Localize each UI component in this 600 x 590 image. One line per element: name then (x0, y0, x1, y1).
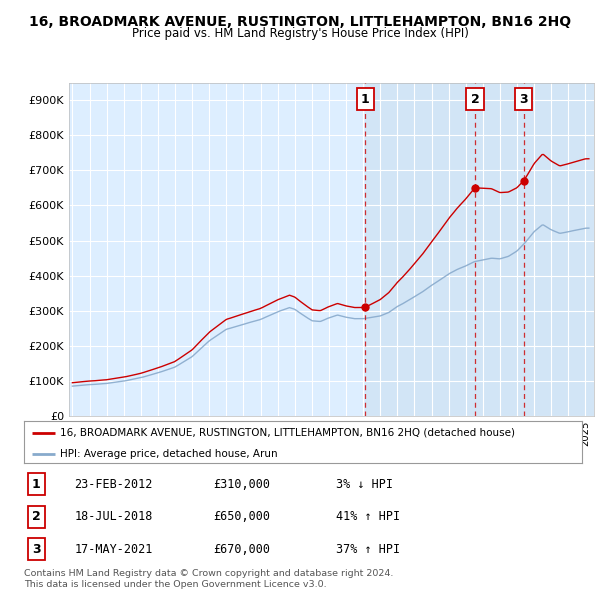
Text: 41% ↑ HPI: 41% ↑ HPI (337, 510, 401, 523)
Text: 16, BROADMARK AVENUE, RUSTINGTON, LITTLEHAMPTON, BN16 2HQ (detached house): 16, BROADMARK AVENUE, RUSTINGTON, LITTLE… (60, 428, 515, 438)
Text: 3: 3 (32, 543, 41, 556)
Text: 16, BROADMARK AVENUE, RUSTINGTON, LITTLEHAMPTON, BN16 2HQ: 16, BROADMARK AVENUE, RUSTINGTON, LITTLE… (29, 15, 571, 29)
Text: 23-FEB-2012: 23-FEB-2012 (74, 478, 152, 491)
Text: 2: 2 (470, 93, 479, 106)
Text: HPI: Average price, detached house, Arun: HPI: Average price, detached house, Arun (60, 449, 278, 459)
Text: £650,000: £650,000 (214, 510, 271, 523)
Text: 3: 3 (519, 93, 528, 106)
Text: Contains HM Land Registry data © Crown copyright and database right 2024.
This d: Contains HM Land Registry data © Crown c… (24, 569, 394, 589)
Text: 2: 2 (32, 510, 41, 523)
Text: 18-JUL-2018: 18-JUL-2018 (74, 510, 152, 523)
Text: £310,000: £310,000 (214, 478, 271, 491)
Text: Price paid vs. HM Land Registry's House Price Index (HPI): Price paid vs. HM Land Registry's House … (131, 27, 469, 40)
Bar (365, 83, 594, 416)
Text: 1: 1 (32, 478, 41, 491)
Text: 17-MAY-2021: 17-MAY-2021 (74, 543, 152, 556)
Text: 3% ↓ HPI: 3% ↓ HPI (337, 478, 394, 491)
Text: 1: 1 (361, 93, 370, 106)
Text: £670,000: £670,000 (214, 543, 271, 556)
Text: 37% ↑ HPI: 37% ↑ HPI (337, 543, 401, 556)
